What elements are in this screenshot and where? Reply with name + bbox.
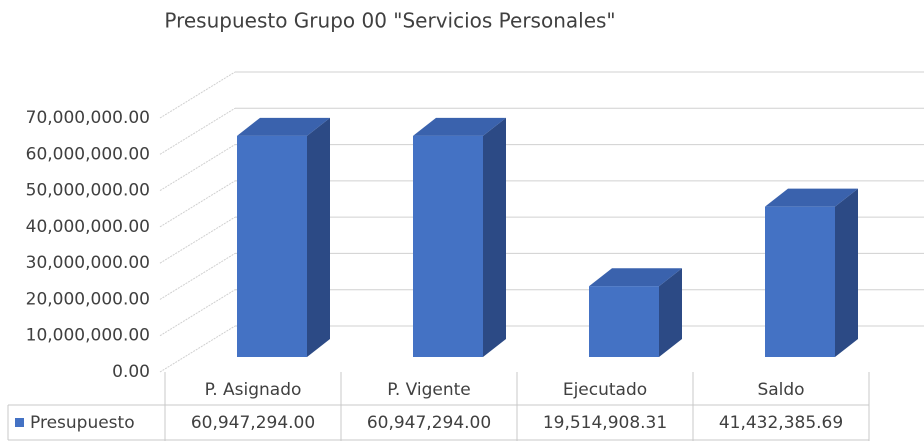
bar-top	[237, 117, 330, 136]
y-tick-label: 0.00	[112, 362, 150, 382]
grid-line-side	[159, 107, 236, 155]
y-tick-label: 40,000,000.00	[26, 217, 150, 237]
x-tick-label: P. Vigente	[387, 380, 471, 400]
bar	[237, 135, 307, 357]
bar-top	[589, 268, 682, 287]
y-tick-label: 50,000,000.00	[26, 181, 150, 201]
table-value: 19,514,908.31	[543, 413, 667, 433]
bar	[589, 286, 659, 357]
bar	[413, 135, 483, 357]
grid-line-side	[159, 180, 236, 228]
x-tick-label: P. Asignado	[205, 380, 302, 400]
grid-line-side	[159, 325, 236, 373]
grid-line-side	[159, 71, 236, 119]
grid-line-side	[159, 253, 236, 300]
bar-side	[307, 117, 330, 357]
y-tick-label: 70,000,000.00	[26, 108, 150, 128]
bar-top	[765, 188, 858, 207]
x-tick-label: Saldo	[757, 380, 804, 400]
grid-line-side	[159, 144, 236, 191]
chart-title: Presupuesto Grupo 00 "Servicios Personal…	[164, 9, 615, 33]
bar	[765, 206, 835, 357]
legend-label: Presupuesto	[30, 413, 135, 433]
table-value: 41,432,385.69	[719, 413, 843, 433]
y-tick-label: 60,000,000.00	[26, 144, 150, 164]
bar-side	[835, 188, 858, 357]
y-tick-label: 10,000,000.00	[26, 326, 150, 346]
table-value: 60,947,294.00	[367, 413, 491, 433]
x-tick-label: Ejecutado	[563, 380, 647, 400]
y-tick-label: 20,000,000.00	[26, 289, 150, 309]
bar-side	[659, 268, 682, 357]
grid-line-side	[159, 216, 236, 264]
y-tick-label: 30,000,000.00	[26, 253, 150, 273]
bar-top	[413, 117, 506, 136]
legend-swatch	[15, 418, 24, 427]
bar-side	[483, 117, 506, 357]
table-value: 60,947,294.00	[191, 413, 315, 433]
grid-line-side	[159, 289, 236, 337]
